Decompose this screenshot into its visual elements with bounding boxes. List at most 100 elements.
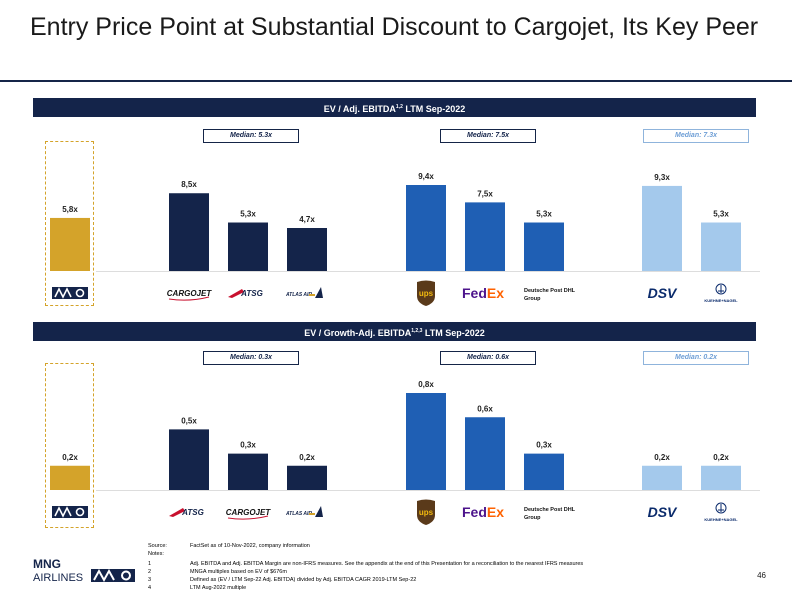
- chart2-cat-5-fedex-logo-text: FedEx: [462, 504, 504, 520]
- chart2-bar-label-7: 0,2x: [654, 453, 670, 462]
- chart1-bar-0: [50, 217, 90, 271]
- chart1-title: EV / Adj. EBITDA: [323, 104, 396, 114]
- chart1-bar-2: [228, 222, 268, 271]
- chart2-title-suffix: LTM Sep-2022: [422, 328, 485, 338]
- chart2-bar-label-0: 0,2x: [62, 453, 78, 462]
- chart1-cat-8-kn-ring-icon: [715, 283, 727, 295]
- chart1-median-navy: Median: 5.3x: [203, 129, 299, 143]
- chart2-cat-4-ups-shield-icon: [417, 499, 435, 525]
- footnote-2-text: MNGA multiples based on EV of $676m: [190, 569, 287, 575]
- page-number: 46: [757, 571, 766, 580]
- chart2-bar-4: [406, 393, 446, 490]
- brand-logo: MNG AIRLINES: [33, 556, 138, 591]
- chart1-bar-1: [169, 193, 209, 271]
- chart2-bar-7: [642, 465, 682, 490]
- chart2-cat-2-cargojet-swoosh-icon: [227, 515, 269, 520]
- chart2-title-sup: 1,2,3: [411, 328, 423, 334]
- chart2-cat-8-kn-anchor-icon: [718, 504, 724, 512]
- chart1-cat-4-ups-shield-icon: [417, 280, 435, 306]
- chart2-cat-3-atlas-accent: [309, 513, 315, 515]
- chart1-title-sup: 1,2: [395, 104, 403, 110]
- chart2-cat-6-dhl-logo-line1: Deutsche Post DHL: [524, 507, 576, 513]
- footnote-4-num: 4: [148, 585, 152, 591]
- chart1-bar-label-7: 9,3x: [654, 173, 670, 182]
- chart1-cat-3-atlas-wing-icon: [315, 287, 323, 298]
- chart1-cat-0-mng-logo-mark: [54, 287, 72, 299]
- chart2-bar-label-4: 0,8x: [418, 380, 434, 389]
- chart2-cat-8-logo: KUEHNE+NAGEL: [704, 502, 738, 522]
- chart2-cat-6-logo: Deutsche Post DHL Group: [524, 507, 576, 521]
- title-divider: [0, 80, 792, 82]
- chart1-cat-6-dhl-logo-line2: Group: [524, 296, 541, 302]
- chart2-cat-8-kn-ring-icon: [715, 502, 727, 514]
- page-title: Entry Price Point at Substantial Discoun…: [30, 13, 759, 41]
- chart1-bar-4: [406, 185, 446, 271]
- chart1-bar-label-8: 5,3x: [713, 210, 729, 219]
- chart1-cat-5-logo: FedEx: [462, 285, 504, 301]
- chart1-title-suffix: LTM Sep-2022: [402, 104, 466, 114]
- chart1-median-blue: Median: 7.5x: [440, 129, 536, 143]
- footnote-2-num: 2: [148, 569, 152, 575]
- chart2-bar-0: [50, 465, 90, 490]
- chart2-cat-1-atsg-logo-text: ATSG: [181, 508, 204, 517]
- chart2-bar-label-1: 0,5x: [181, 416, 197, 425]
- chart1-mng-highlight: [45, 141, 94, 306]
- chart1-bar-label-2: 5,3x: [240, 210, 256, 219]
- chart2-mng-highlight: [45, 363, 94, 528]
- chart1-header: EV / Adj. EBITDA1,2 LTM Sep-2022: [33, 98, 756, 117]
- chart1-cat-2-atsg-stripe-icon: [228, 289, 244, 298]
- chart1-cat-3-atlas-accent: [309, 294, 315, 296]
- chart1-bar-label-0: 5,8x: [62, 205, 78, 214]
- brand-line2: AIRLINES: [33, 572, 83, 584]
- chart1-cat-1-cargojet-swoosh-icon: [168, 296, 210, 301]
- chart1-bar-8: [701, 222, 741, 271]
- footer-notes-label: Notes:: [148, 551, 164, 557]
- chart1-median-lightblue: Median: 7.3x: [643, 129, 749, 143]
- chart1-bar-label-5: 7,5x: [477, 189, 493, 198]
- footer-source-label: Source:: [148, 543, 167, 549]
- chart2-cat-3-logo: ATLAS AIR: [285, 506, 323, 517]
- chart2-cat-7-dsv-logo-text: DSV: [648, 504, 678, 520]
- chart2-median-lightblue: Median: 0.2x: [643, 351, 749, 365]
- chart1-bar-6: [524, 222, 564, 271]
- chart2-bar-5: [465, 417, 505, 490]
- chart2-cat-2-cargojet-logo-text: CARGOJET: [226, 508, 272, 517]
- chart1-cat-5-fedex-logo-text: FedEx: [462, 285, 504, 301]
- footnote-4-text: LTM Aug-2022 multiple: [190, 585, 247, 591]
- chart2-bar-label-8: 0,2x: [713, 453, 729, 462]
- chart1-cat-8-logo: KUEHNE+NAGEL: [704, 283, 738, 303]
- chart1-cat-6-logo: Deutsche Post DHL Group: [524, 288, 576, 302]
- chart1-cat-0-logo: [52, 287, 88, 299]
- chart2-bar-6: [524, 453, 564, 490]
- footnote-3-text: Defined as (EV / LTM Sep-22 Adj. EBITDA)…: [190, 577, 417, 583]
- chart1-cat-7-dsv-logo-text: DSV: [648, 285, 678, 301]
- chart1-cat-3-atlas-logo-text: ATLAS AIR: [285, 292, 312, 298]
- chart1-cat-3-logo: ATLAS AIR: [285, 287, 323, 298]
- chart1-cat-2-atsg-logo-text: ATSG: [240, 289, 263, 298]
- chart1-cat-2-logo: ATSG: [228, 289, 263, 298]
- chart2-cat-8-kn-logo-text: KUEHNE+NAGEL: [704, 517, 738, 522]
- chart1-bar-label-6: 5,3x: [536, 210, 552, 219]
- chart2-bar-label-3: 0,2x: [299, 453, 315, 462]
- chart2-title: EV / Growth-Adj. EBITDA: [304, 328, 412, 338]
- chart2-cat-0-mng-logo-mark: [54, 506, 72, 518]
- chart2-header: EV / Growth-Adj. EBITDA1,2,3 LTM Sep-202…: [33, 322, 756, 341]
- chart1-bar-label-1: 8,5x: [181, 180, 197, 189]
- chart2-cat-7-logo: DSV: [648, 504, 678, 520]
- chart2-cat-3-atlas-logo-text: ATLAS AIR: [285, 511, 312, 517]
- footnote-3-num: 3: [148, 577, 152, 583]
- chart1-bar-label-4: 9,4x: [418, 172, 434, 181]
- chart1-cat-8-kn-anchor-icon: [718, 285, 724, 293]
- chart2-cat-0-logo: [52, 506, 88, 518]
- chart2-cat-2-logo: CARGOJET: [226, 508, 272, 520]
- chart2-cat-1-logo: ATSG: [169, 508, 204, 517]
- chart2-bar-3: [287, 465, 327, 490]
- chart1-bar-label-3: 4,7x: [299, 215, 315, 224]
- chart2-cat-3-atlas-wing-icon: [315, 506, 323, 517]
- chart1-cat-6-dhl-logo-line1: Deutsche Post DHL: [524, 288, 576, 294]
- chart2-bar-2: [228, 453, 268, 490]
- chart2-cat-4-logo: ups: [417, 499, 435, 525]
- footnote-1-text: Adj. EBITDA and Adj. EBITDA Margin are n…: [190, 561, 584, 567]
- chart2-cat-5-logo: FedEx: [462, 504, 504, 520]
